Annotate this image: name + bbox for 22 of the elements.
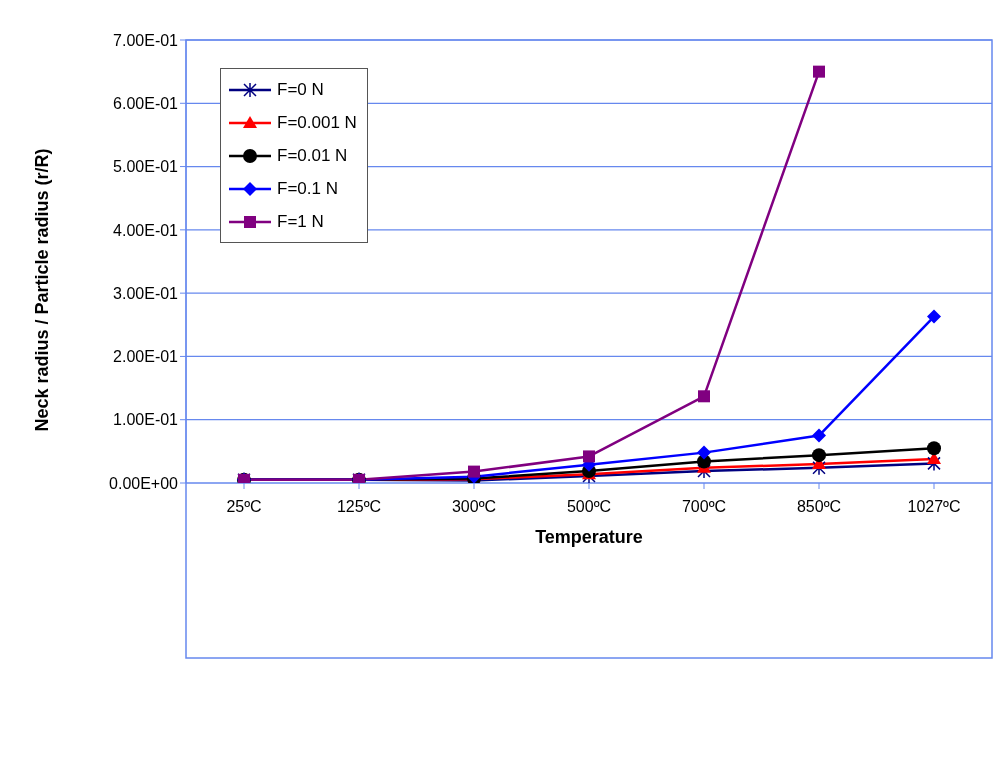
y-tick-label: 6.00E-01 [113,94,179,112]
legend-label: F=1 N [277,211,324,232]
y-tick-label: 0.00E+00 [109,474,179,492]
x-tick-label: 125ºC [336,498,382,516]
legend-label: F=0 N [277,79,324,100]
y-tick-label: 2.00E-01 [113,348,179,366]
y-tick-label: 7.00E-01 [113,31,179,49]
x-tick-label: 25ºC [226,498,262,516]
y-tick-label: 3.00E-01 [113,284,179,302]
legend-label: F=0.001 N [277,112,357,133]
x-tick-label: 700ºC [681,498,727,516]
y-tick-label: 4.00E-01 [113,221,179,239]
legend-label: F=0.01 N [277,145,348,166]
x-tick-label: 300ºC [451,498,497,516]
y-axis-title: Neck radius / Particle radius (r/R) [32,148,53,432]
x-tick-label: 1027ºC [907,498,961,516]
y-tick-label: 5.00E-01 [113,158,179,176]
x-tick-label: 500ºC [566,498,612,516]
x-axis-title: Temperature [535,527,643,547]
x-tick-label: 850ºC [796,498,842,516]
legend-label: F=0.1 N [277,178,338,199]
y-tick-label: 1.00E-01 [113,411,179,429]
